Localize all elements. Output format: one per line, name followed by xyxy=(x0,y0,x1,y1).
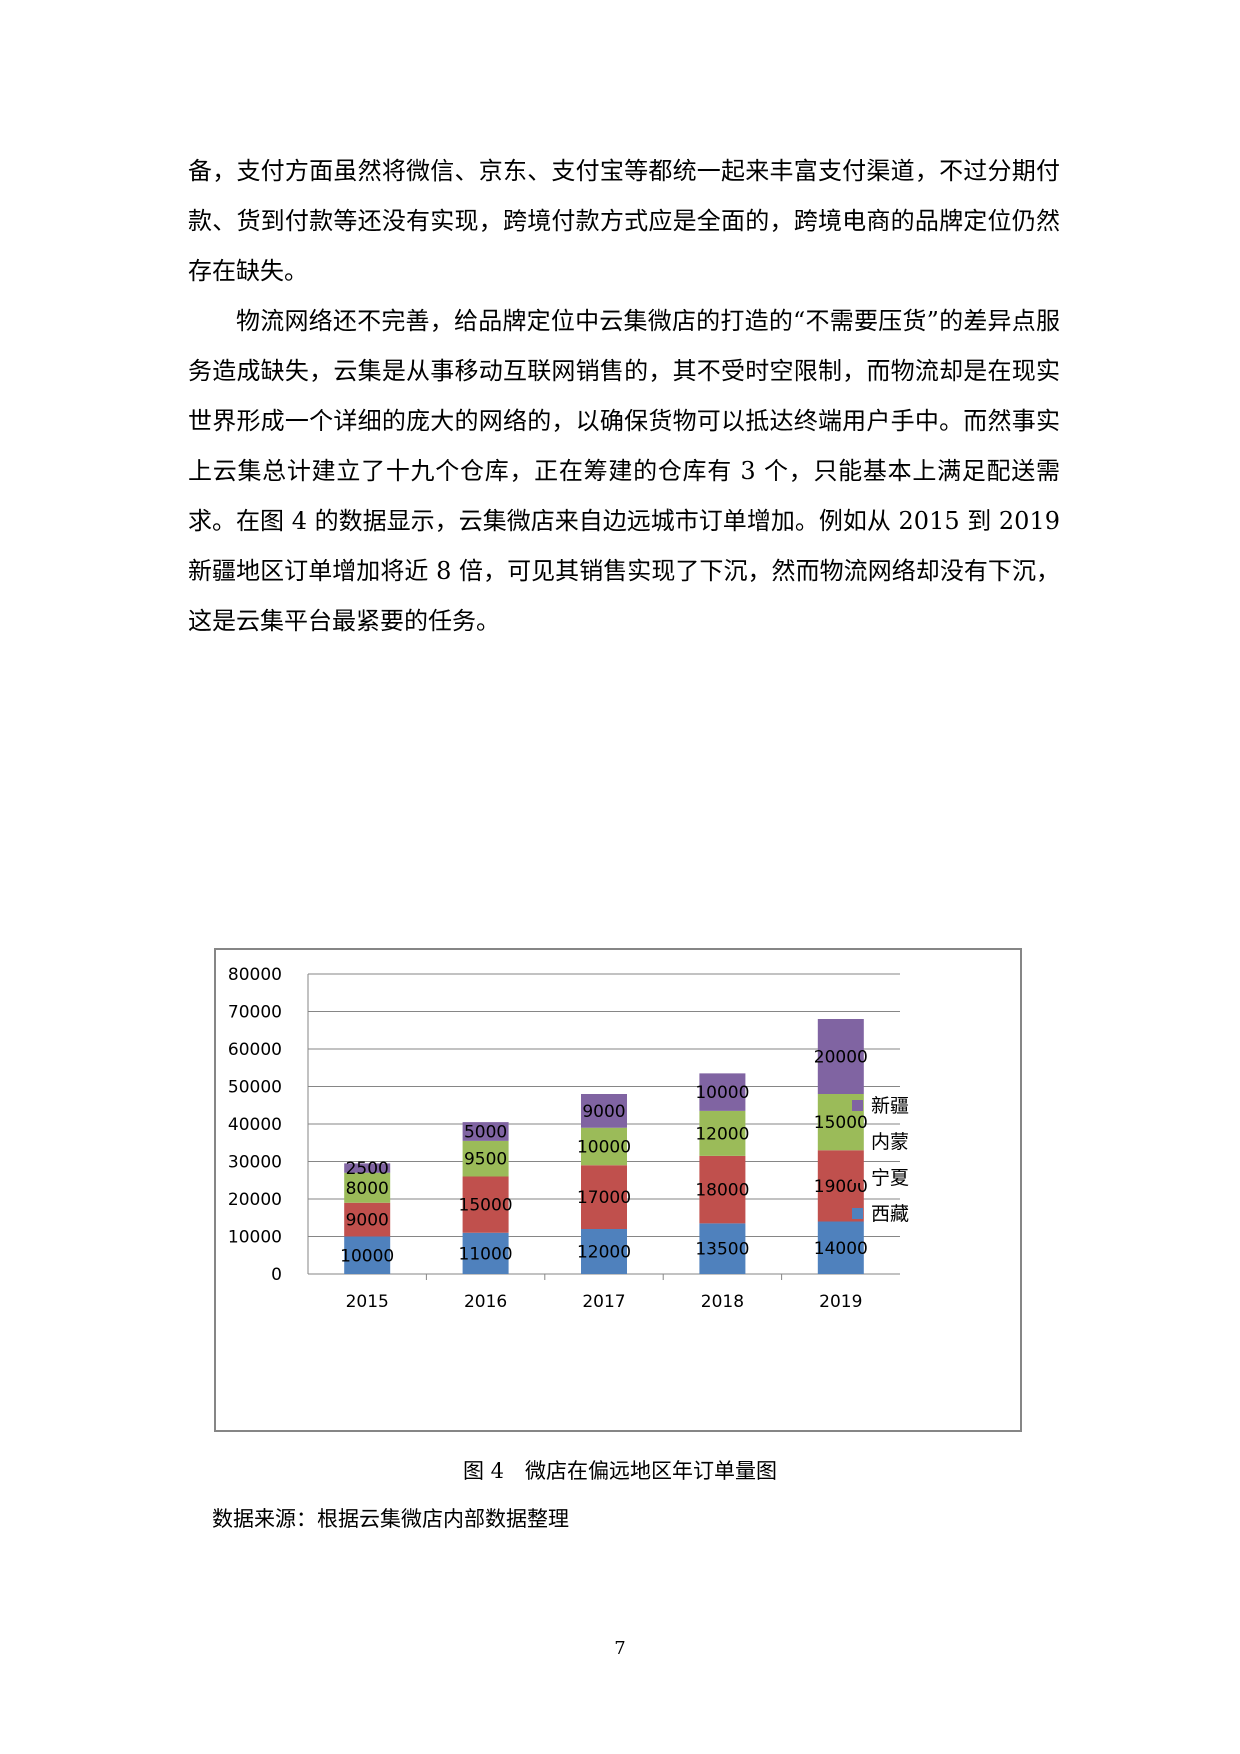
bar-segment xyxy=(581,1127,627,1166)
bar-segment xyxy=(462,1140,509,1177)
y-tick-label: 50000 xyxy=(228,1078,282,1098)
data-label: 20000 xyxy=(814,1048,868,1068)
legend-label: 宁夏 xyxy=(871,1167,909,1189)
legend-label: 内蒙 xyxy=(871,1131,909,1153)
bar-segment xyxy=(581,1229,627,1274)
bar-segment xyxy=(344,1172,391,1203)
y-tick-label: 70000 xyxy=(228,1003,282,1023)
data-label: 14000 xyxy=(814,1239,868,1259)
data-label: 17000 xyxy=(577,1188,631,1208)
bar-segment xyxy=(344,1236,391,1274)
y-tick-label: 30000 xyxy=(228,1153,282,1173)
data-label: 9000 xyxy=(346,1211,389,1231)
paragraph-2: 物流网络还不完善，给品牌定位中云集微店的打造的“不需要压货”的差异点服务造成缺失… xyxy=(188,307,1060,635)
legend-swatch xyxy=(852,1172,863,1183)
legend-swatch xyxy=(852,1208,863,1219)
legend-label: 西藏 xyxy=(871,1203,909,1225)
data-label: 11000 xyxy=(459,1244,513,1264)
data-label: 10000 xyxy=(577,1138,631,1158)
bar-segment xyxy=(344,1202,391,1237)
data-label: 18000 xyxy=(695,1181,749,1201)
data-label: 9500 xyxy=(464,1150,507,1170)
data-label: 15000 xyxy=(814,1113,868,1133)
data-label: 8000 xyxy=(346,1179,389,1199)
legend-swatch xyxy=(852,1100,863,1111)
x-tick-label: 2017 xyxy=(582,1292,625,1312)
bar-segment xyxy=(581,1165,627,1229)
y-tick-label: 60000 xyxy=(228,1040,282,1060)
y-tick-label: 40000 xyxy=(228,1115,282,1135)
x-tick-label: 2019 xyxy=(819,1292,862,1312)
x-tick-label: 2016 xyxy=(464,1292,507,1312)
bar-segment xyxy=(462,1232,509,1274)
page-number: 7 xyxy=(614,1638,626,1659)
chart-frame: 0 10000 20000 30000 40000 50000 60000 70000 8000… xyxy=(214,948,1022,1432)
bar-segment xyxy=(699,1073,746,1111)
bar-segment xyxy=(581,1094,627,1128)
bar-segment xyxy=(462,1122,509,1141)
y-tick-label: 10000 xyxy=(228,1228,282,1248)
x-tick-label: 2018 xyxy=(701,1292,744,1312)
data-label: 12000 xyxy=(577,1243,631,1263)
y-tick-label: 20000 xyxy=(228,1190,282,1210)
bar-segment xyxy=(344,1163,391,1173)
y-tick-label: 0 xyxy=(271,1265,282,1285)
bar-segment xyxy=(699,1223,746,1274)
x-tick-label: 2015 xyxy=(346,1292,389,1312)
stacked-bar-chart: 0 10000 20000 30000 40000 50000 60000 70000 8000… xyxy=(228,965,909,1312)
bar-segment xyxy=(699,1155,746,1224)
data-source-note: 数据来源：根据云集微店内部数据整理 xyxy=(212,1507,569,1531)
figure-caption: 图 4 微店在偏远地区年订单量图 xyxy=(462,1459,778,1483)
legend-swatch xyxy=(852,1136,863,1147)
data-label: 15000 xyxy=(459,1196,513,1216)
data-label: 12000 xyxy=(695,1124,749,1144)
data-label: 13500 xyxy=(695,1240,749,1260)
bar-segment xyxy=(699,1110,746,1156)
bar-segment xyxy=(462,1176,509,1233)
legend-label: 新疆 xyxy=(871,1095,909,1117)
data-label: 9000 xyxy=(582,1102,625,1122)
paragraph-1: 备，支付方面虽然将微信、京东、支付宝等都统一起来丰富支付渠道，不过分期付款、货到… xyxy=(188,157,1060,285)
data-label: 5000 xyxy=(464,1123,507,1143)
data-label: 10000 xyxy=(695,1083,749,1103)
y-tick-label: 80000 xyxy=(228,965,282,985)
data-label: 2500 xyxy=(346,1159,389,1179)
bar-segment xyxy=(817,1019,864,1094)
data-label: 10000 xyxy=(340,1246,394,1266)
bar-segment xyxy=(817,1221,864,1274)
